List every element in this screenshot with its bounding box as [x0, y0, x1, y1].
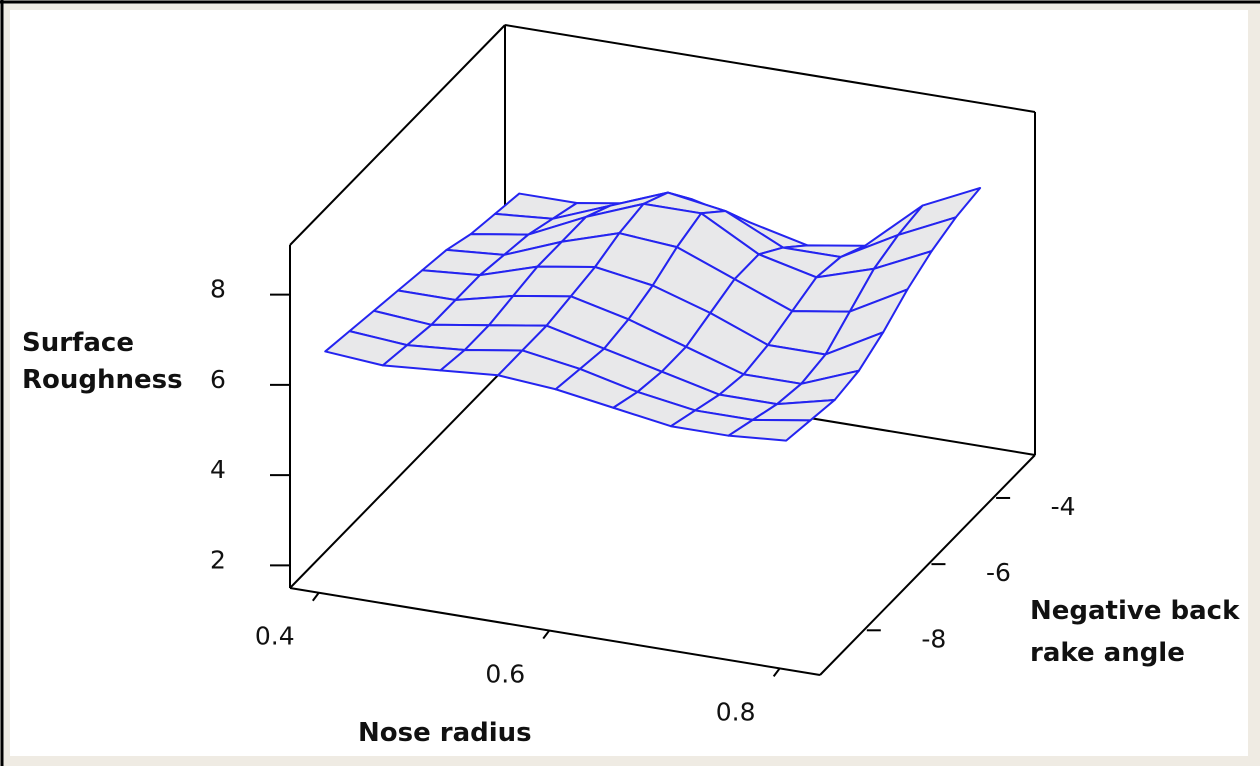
axis-box-edge — [504, 24, 1036, 113]
z-tick-label: 4 — [210, 455, 226, 484]
axis-box-edge — [289, 587, 821, 676]
x-tick-label: 0.6 — [485, 660, 525, 689]
surface-cell — [727, 418, 812, 442]
y-tick-label: -6 — [986, 558, 1011, 587]
z-tick-label: 6 — [210, 365, 226, 394]
y-tick-label: -4 — [1051, 492, 1076, 521]
y-tick-label: -8 — [921, 624, 946, 653]
x-tick — [542, 629, 551, 640]
z-tick-label: 8 — [210, 275, 226, 304]
axis-box-edge — [289, 24, 506, 246]
x-tick — [312, 592, 320, 602]
x-axis-label: Nose radius — [358, 718, 532, 748]
z-axis-label: Surface Roughness — [22, 328, 183, 395]
x-tick-label: 0.4 — [255, 622, 295, 651]
x-tick-label: 0.8 — [716, 697, 756, 726]
axis-box-edge — [819, 454, 1036, 676]
x-tick — [772, 667, 781, 677]
z-tick-label: 2 — [210, 545, 226, 574]
y-axis-label: Negative back rake angle — [1030, 596, 1240, 668]
axis-box-edge — [289, 367, 506, 589]
